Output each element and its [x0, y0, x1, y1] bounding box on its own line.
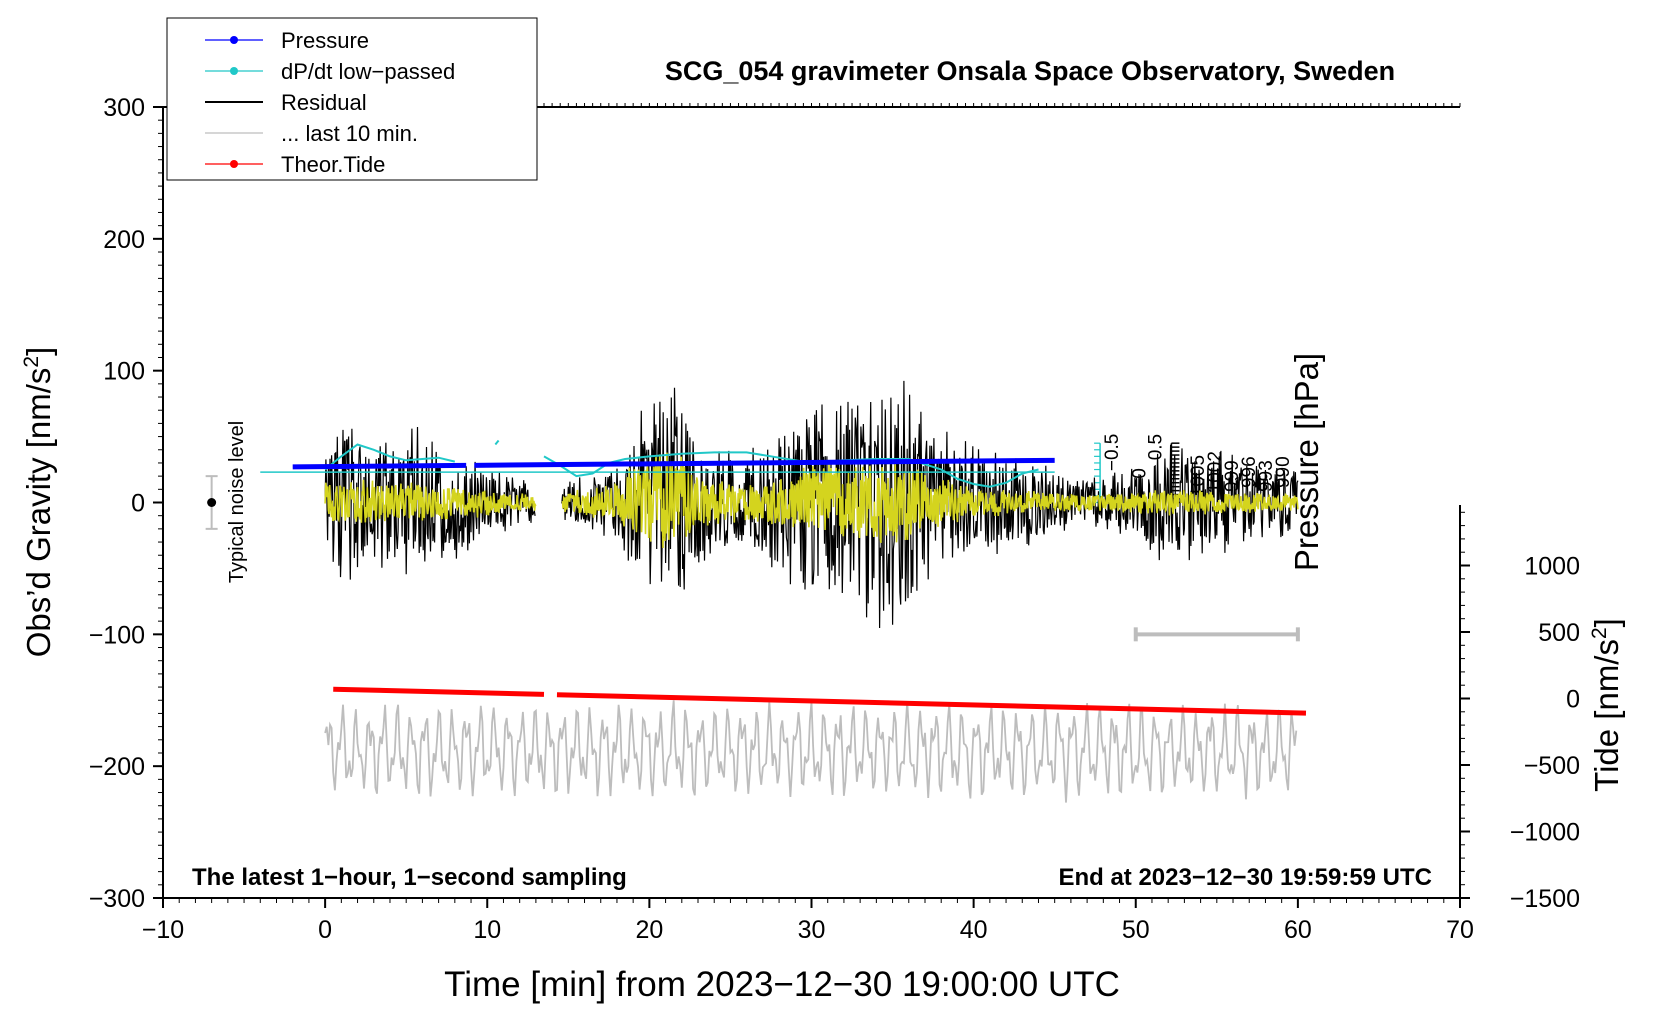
y-axis-label: Obs’d Gravity [nm/s2] [20, 347, 57, 658]
pressure-axis-label: Pressure [hPa] [1288, 353, 1325, 571]
dpdt-scale-label: 0.5 [1146, 434, 1167, 460]
pressure-line [292, 462, 467, 470]
series-theor-tide [333, 686, 1307, 716]
x-tick-label: 0 [318, 916, 332, 944]
x-ticks: −10 0 10 20 30 40 50 60 70 [142, 898, 1474, 944]
legend-marker [230, 36, 238, 44]
pressure-line [474, 457, 1055, 468]
y-tick-label: 300 [103, 94, 145, 122]
tide-tick-label: −1500 [1510, 885, 1580, 913]
bottom-left-note: The latest 1−hour, 1−second sampling [192, 864, 627, 891]
legend-marker [230, 67, 238, 75]
legend-label: ... last 10 min. [281, 121, 418, 146]
series-residual-filtered [324, 452, 1299, 549]
noise-dot [207, 498, 217, 507]
pressure-scale-label: 996 [1239, 456, 1260, 488]
x-tick-label: 10 [473, 916, 501, 944]
tide-tick-label: 1000 [1524, 553, 1580, 581]
tide-tick-label: 0 [1566, 686, 1580, 714]
tide-line [556, 692, 1307, 716]
tide-tick-label: −1000 [1510, 819, 1580, 847]
y-tick-label: −300 [89, 885, 145, 913]
tide-line [333, 686, 545, 697]
y-tick-label: −100 [89, 621, 145, 649]
y-tick-label: −200 [89, 753, 145, 781]
x-tick-label: 40 [960, 916, 988, 944]
tide-axis-label-text: Tide [nm/s [1588, 639, 1625, 792]
x-tick-label: 50 [1122, 916, 1150, 944]
legend-marker [230, 160, 238, 168]
y-tick-label: 0 [131, 490, 145, 518]
dpdt-scale-label: −0.5 [1102, 434, 1123, 472]
noise-level-indicator [205, 475, 218, 530]
dpdt-fragment [494, 439, 500, 446]
y-axis-label-sup: 2 [20, 356, 43, 368]
dpdt-line [324, 443, 456, 471]
x-tick-label: 70 [1446, 916, 1474, 944]
legend-label: Pressure [281, 28, 369, 53]
y-tick-label: 200 [103, 226, 145, 254]
tide-axis-label-end: ] [1588, 618, 1625, 627]
x-tick-label: 20 [635, 916, 663, 944]
y-axis-label-text: Obs’d Gravity [nm/s [20, 368, 57, 658]
noise-level-label: Typical noise level [226, 421, 248, 583]
y-axis-label-end: ] [20, 347, 57, 356]
x-tick-label: 60 [1284, 916, 1312, 944]
legend-label: dP/dt low−passed [281, 59, 455, 84]
x-axis-label: Time [min] from 2023−12−30 19:00:00 UTC [444, 965, 1120, 1004]
ten-minute-scale-bar [1133, 627, 1300, 642]
x-tick-label: −10 [142, 916, 184, 944]
bottom-right-note: End at 2023−12−30 19:59:59 UTC [1058, 864, 1432, 891]
tide-axis-label: Tide [nm/s2] [1588, 618, 1625, 792]
series-pressure [292, 457, 1055, 470]
legend-box [166, 17, 538, 181]
tide-ticks: −1500 −1000 −500 0 500 1000 [1460, 553, 1580, 913]
minor-ticks [158, 103, 1465, 903]
last-10-min-line [324, 700, 1298, 803]
tide-tick-label: 500 [1538, 619, 1580, 647]
y-tick-label: 100 [103, 358, 145, 386]
dpdt-scale-label: 0 [1130, 468, 1151, 479]
y-ticks: −300 −200 −100 0 100 200 300 [89, 94, 163, 913]
legend-label: Theor.Tide [281, 152, 385, 177]
series-last-10-min [324, 700, 1298, 803]
x-tick-label: 30 [798, 916, 826, 944]
tide-tick-label: −500 [1524, 752, 1580, 780]
residual-filtered-line [324, 452, 1299, 549]
legend: Pressure dP/dt low−passed Residual ... last… [166, 17, 538, 181]
legend-label: Residual [281, 90, 367, 115]
tide-axis-label-sup: 2 [1588, 627, 1611, 639]
chart-title: SCG_054 gravimeter Onsala Space Observat… [665, 56, 1395, 86]
dpdt-scale-labels: −0.5 0 0.5 [1094, 434, 1167, 504]
